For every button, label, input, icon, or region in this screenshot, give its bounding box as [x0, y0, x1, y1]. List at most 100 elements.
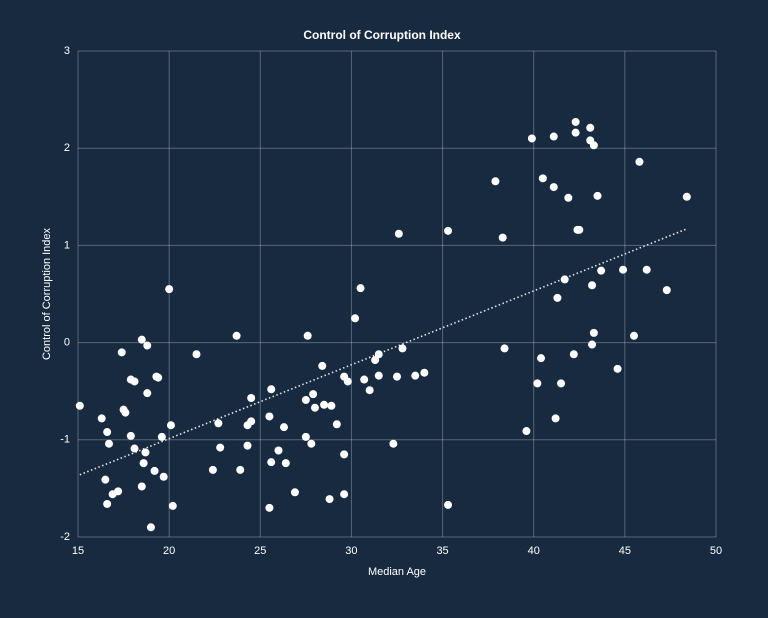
point — [522, 427, 531, 436]
point — [538, 174, 547, 183]
point — [281, 459, 290, 468]
point — [157, 432, 166, 441]
point — [588, 340, 597, 349]
point — [588, 281, 597, 290]
point — [444, 500, 453, 509]
point — [527, 134, 536, 143]
point — [394, 229, 403, 238]
point — [75, 401, 84, 410]
point — [279, 423, 288, 432]
point — [500, 344, 509, 353]
y-tick-label: 3 — [64, 45, 70, 57]
point — [374, 350, 383, 359]
point — [549, 183, 558, 192]
point — [642, 265, 651, 274]
point — [143, 341, 152, 350]
point — [192, 350, 201, 359]
x-tick-label: 35 — [436, 545, 448, 557]
point — [137, 482, 146, 491]
point — [351, 314, 360, 323]
x-tick-label: 40 — [528, 545, 540, 557]
point — [629, 331, 638, 340]
point — [549, 132, 558, 141]
point — [586, 123, 595, 132]
point — [232, 331, 241, 340]
point — [265, 503, 274, 512]
point — [103, 428, 112, 437]
point — [117, 348, 126, 357]
point — [121, 408, 130, 417]
point — [320, 400, 329, 409]
point — [141, 448, 150, 457]
point — [389, 439, 398, 448]
point — [154, 373, 163, 382]
point — [146, 523, 155, 532]
point — [327, 401, 336, 410]
point — [97, 414, 106, 423]
point — [137, 335, 146, 344]
point — [571, 128, 580, 137]
point — [101, 475, 110, 484]
point — [309, 390, 318, 399]
point — [166, 421, 175, 430]
point — [265, 412, 274, 421]
point — [597, 266, 606, 275]
point — [533, 379, 542, 388]
point — [208, 465, 217, 474]
point — [274, 446, 283, 455]
y-tick-label: -2 — [60, 531, 70, 543]
point — [236, 465, 245, 474]
point — [310, 403, 319, 412]
point — [103, 499, 112, 508]
point — [139, 459, 148, 468]
point — [247, 394, 256, 403]
point — [307, 439, 316, 448]
point — [247, 417, 256, 426]
point — [343, 377, 352, 386]
point — [589, 328, 598, 337]
point — [374, 371, 383, 380]
point — [398, 344, 407, 353]
y-tick-label: 1 — [64, 239, 70, 251]
point — [551, 414, 560, 423]
point — [216, 443, 225, 452]
point — [569, 350, 578, 359]
point — [159, 472, 168, 481]
point — [560, 275, 569, 284]
x-tick-label: 50 — [710, 545, 722, 557]
x-tick-label: 30 — [345, 545, 357, 557]
point — [619, 265, 628, 274]
point — [498, 233, 507, 242]
point — [325, 495, 334, 504]
point — [126, 431, 135, 440]
point — [356, 284, 365, 293]
point — [214, 419, 223, 428]
point — [104, 439, 113, 448]
point — [593, 191, 602, 200]
point — [635, 157, 644, 166]
point — [557, 379, 566, 388]
point — [165, 285, 174, 294]
point — [571, 117, 580, 126]
point — [444, 226, 453, 235]
point — [575, 225, 584, 234]
x-tick-label: 20 — [163, 545, 175, 557]
y-tick-label: 0 — [64, 337, 70, 349]
point — [613, 364, 622, 373]
point — [371, 356, 380, 365]
point — [662, 286, 671, 295]
point — [318, 361, 327, 370]
chart-title: Control of Corruption Index — [303, 28, 461, 42]
y-axis-label: Control of Corruption Index — [41, 227, 53, 360]
y-tick-label: 2 — [64, 142, 70, 154]
y-tick-label: -1 — [60, 434, 70, 446]
point — [150, 466, 159, 475]
point — [114, 487, 123, 496]
x-tick-label: 15 — [72, 545, 84, 557]
point — [491, 177, 500, 186]
point — [564, 193, 573, 202]
x-tick-label: 45 — [619, 545, 631, 557]
